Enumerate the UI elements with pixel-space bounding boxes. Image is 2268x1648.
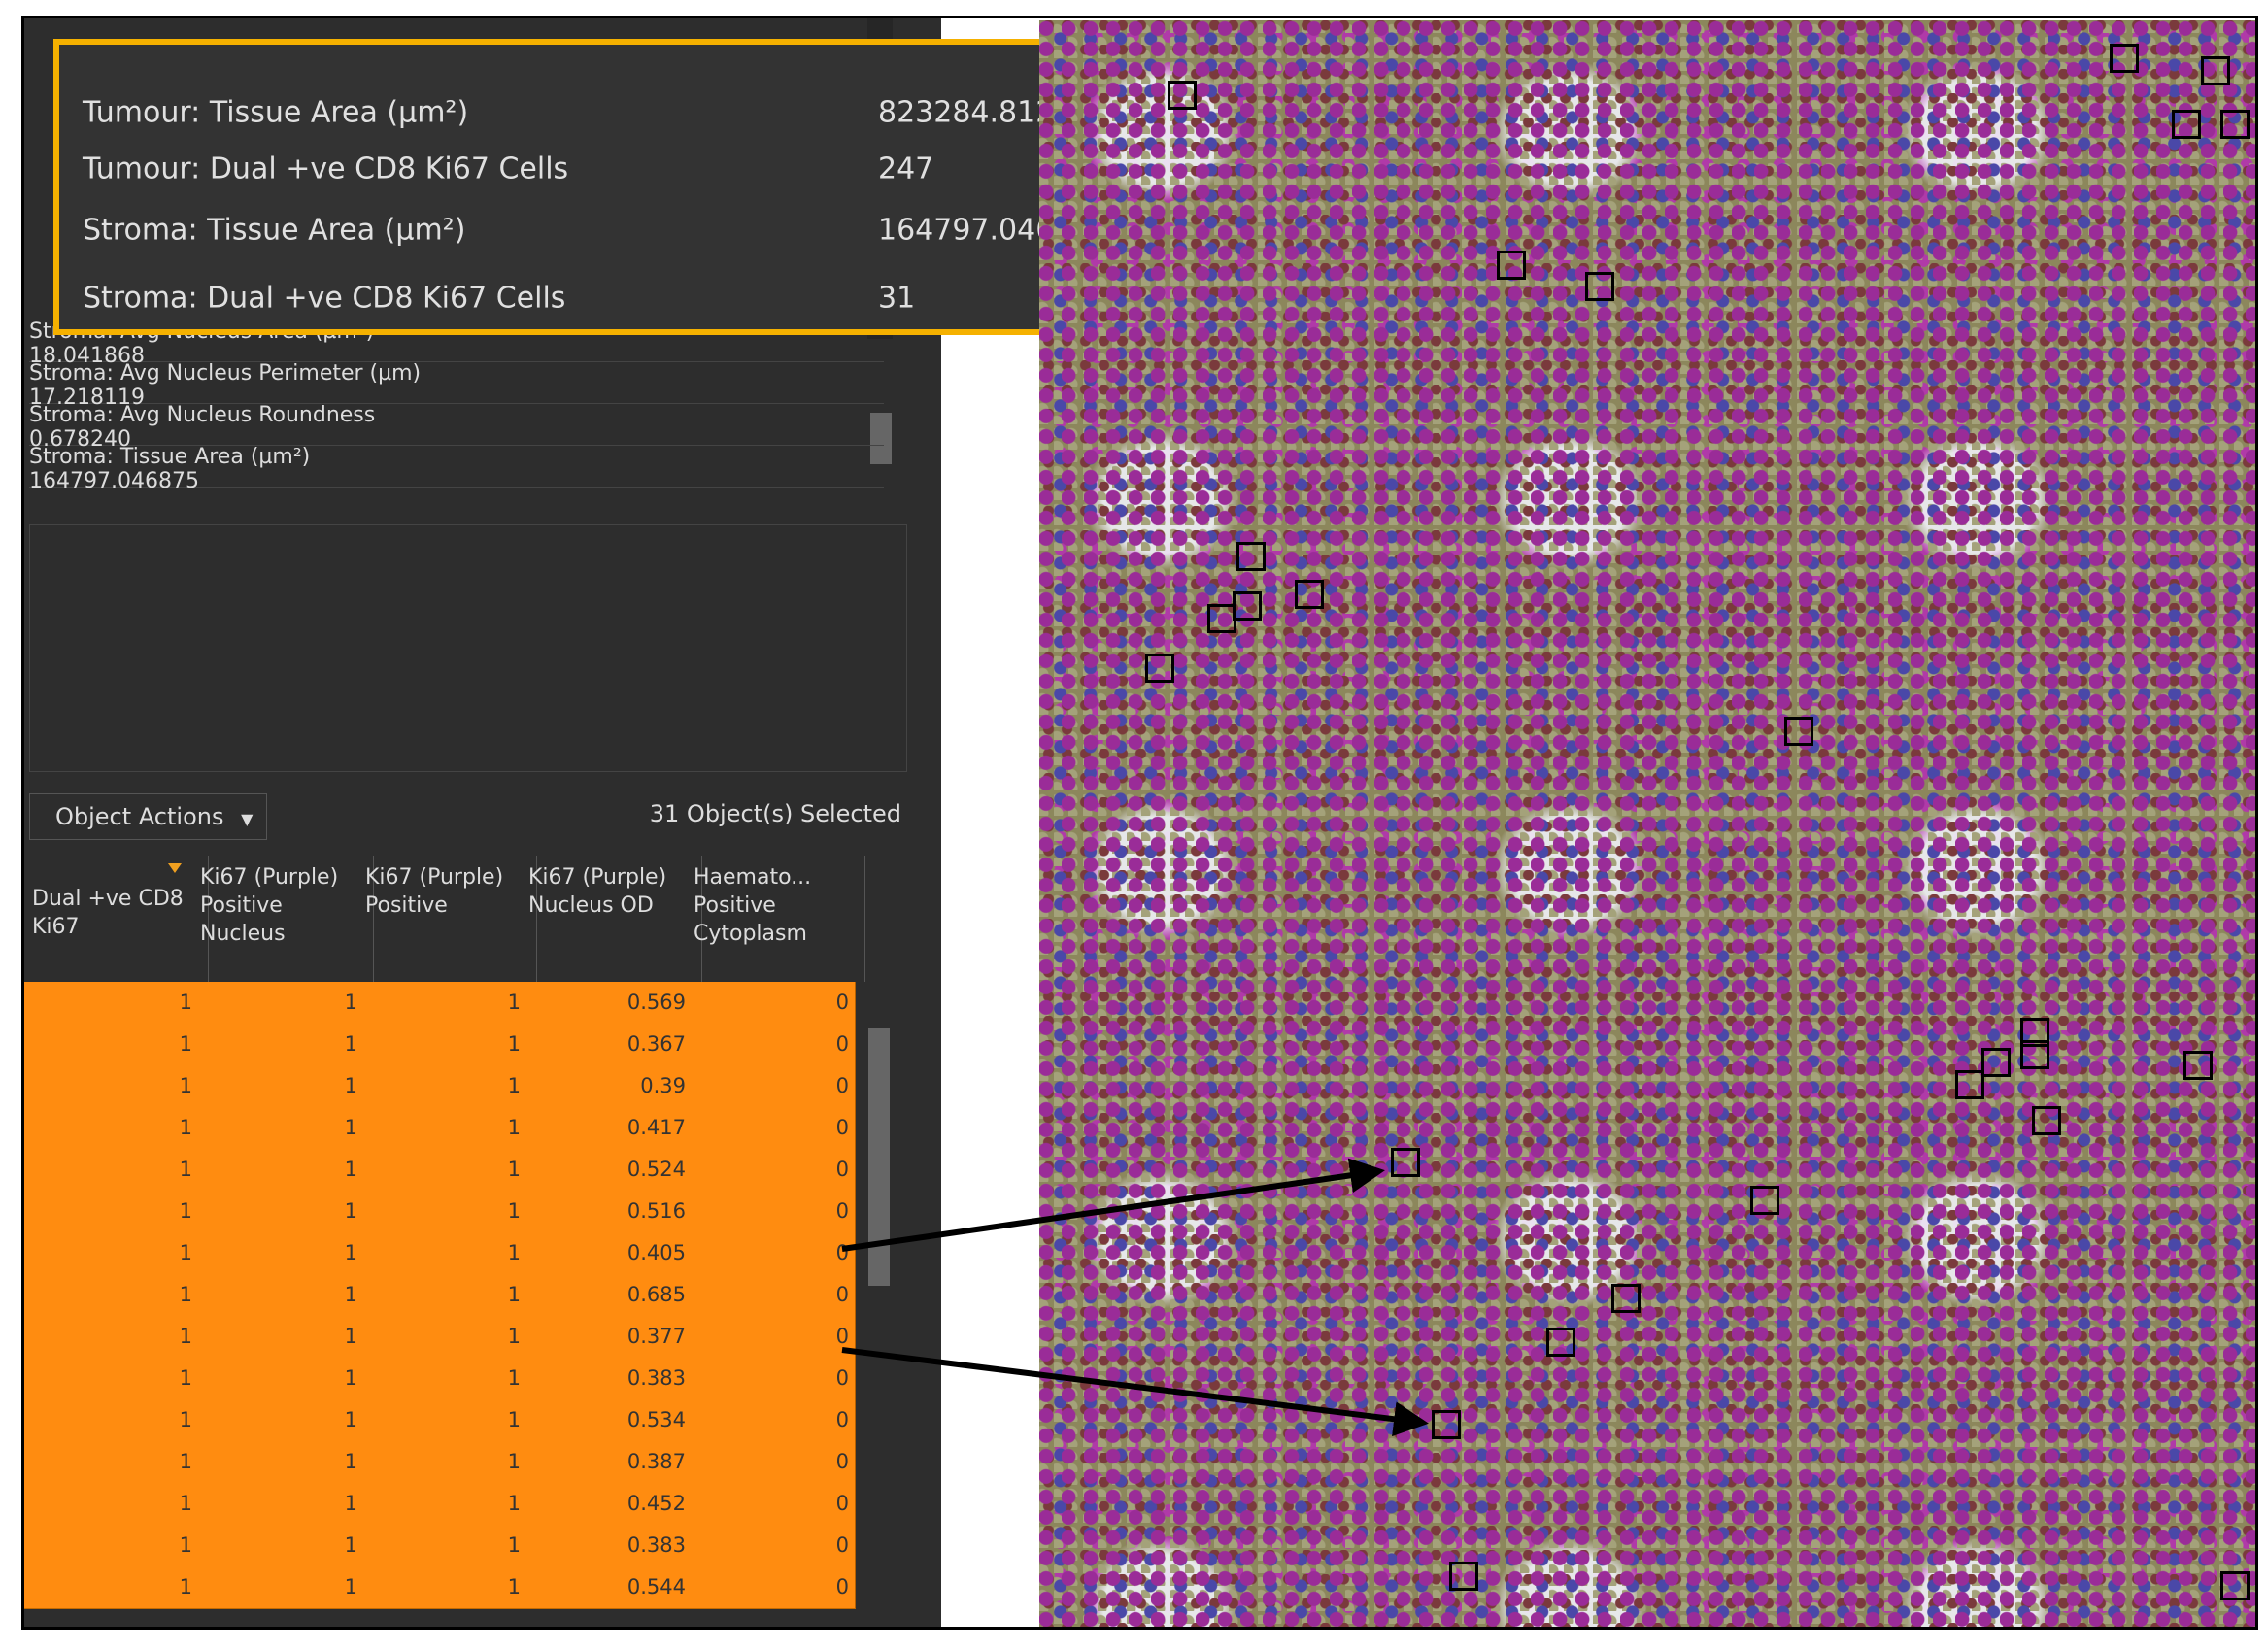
selection-box bbox=[1545, 1327, 1575, 1357]
tooltip-label: Stroma: Dual +ve CD8 Ki67 Cells bbox=[83, 281, 566, 316]
selection-box bbox=[1980, 1048, 2011, 1078]
selection-box bbox=[2031, 1105, 2061, 1135]
measurement-row: Stroma: Avg Nucleus Roundness 0.678240 bbox=[29, 403, 884, 452]
selection-box bbox=[2020, 1018, 2050, 1048]
arrows bbox=[841, 1158, 1429, 1437]
measurement-value: 164797.046875 bbox=[29, 469, 199, 493]
measurement-row: Stroma: Avg Nucleus Perimeter (µm) 17.218… bbox=[29, 361, 884, 410]
arrow bbox=[841, 1347, 1429, 1437]
selection-box bbox=[1749, 1185, 1779, 1215]
measurement-label: Stroma: Tissue Area (µm²) bbox=[29, 445, 311, 469]
selection-box bbox=[1391, 1148, 1421, 1178]
selection-box bbox=[1236, 542, 1266, 572]
selection-box bbox=[1432, 1409, 1462, 1439]
table-scrollbar[interactable] bbox=[859, 982, 899, 1627]
arrow bbox=[841, 1158, 1385, 1252]
tooltip-label: Tumour: Dual +ve CD8 Ki67 Cells bbox=[83, 151, 569, 186]
selection-box bbox=[2020, 1039, 2050, 1069]
selection-box bbox=[1610, 1284, 1641, 1314]
tooltip-value: 31 bbox=[878, 281, 916, 316]
tooltip-label: Tumour: Tissue Area (µm²) bbox=[83, 95, 469, 130]
measurement-value: 0.678240 bbox=[29, 427, 131, 452]
measurement-row: Stroma: Tissue Area (µm²) 164797.046875 bbox=[29, 445, 884, 493]
measurement-label: Stroma: Avg Nucleus Perimeter (µm) bbox=[29, 361, 422, 386]
empty-panel bbox=[29, 524, 907, 772]
measurement-value: 18.041868 bbox=[29, 344, 145, 368]
selection-box bbox=[2172, 110, 2202, 140]
selection-box bbox=[1497, 250, 1527, 280]
selection-box bbox=[1294, 580, 1324, 609]
selection-box bbox=[1784, 717, 1814, 747]
tooltip-label: Stroma: Tissue Area (µm²) bbox=[83, 213, 466, 248]
selection-box bbox=[1167, 81, 1197, 111]
selection-box bbox=[1145, 653, 1175, 683]
tooltip-value: 247 bbox=[878, 151, 934, 186]
screenshot: Stroma: Avg Nucleus Area (µm²)18.041868S… bbox=[21, 16, 2258, 1630]
selection-box bbox=[1448, 1562, 1478, 1592]
selection-box bbox=[1955, 1069, 1985, 1099]
button-label[interactable]: Object Actions bbox=[55, 803, 224, 830]
selection-box bbox=[1584, 271, 1614, 301]
measurement-value: 17.218119 bbox=[29, 386, 145, 410]
scroll-thumb[interactable] bbox=[868, 1028, 890, 1286]
selection-box bbox=[2183, 1051, 2214, 1081]
selection-box bbox=[2110, 43, 2140, 73]
selection-box bbox=[2201, 55, 2231, 85]
selection-box bbox=[2219, 110, 2250, 140]
object-actions-button[interactable]: Object Actions ▼ bbox=[29, 793, 267, 840]
tooltip: Tumour: Tissue Area (µm²) 823284.812500 Tu… bbox=[53, 39, 1153, 335]
scroll-thumb[interactable] bbox=[870, 413, 892, 464]
measurement-label: Stroma: Avg Nucleus Roundness bbox=[29, 403, 376, 427]
selection-count: 31 Object(s) Selected bbox=[649, 800, 901, 827]
selection-box bbox=[2219, 1571, 2250, 1601]
selection-box bbox=[1207, 604, 1237, 634]
tissue-image bbox=[1039, 20, 2255, 1627]
